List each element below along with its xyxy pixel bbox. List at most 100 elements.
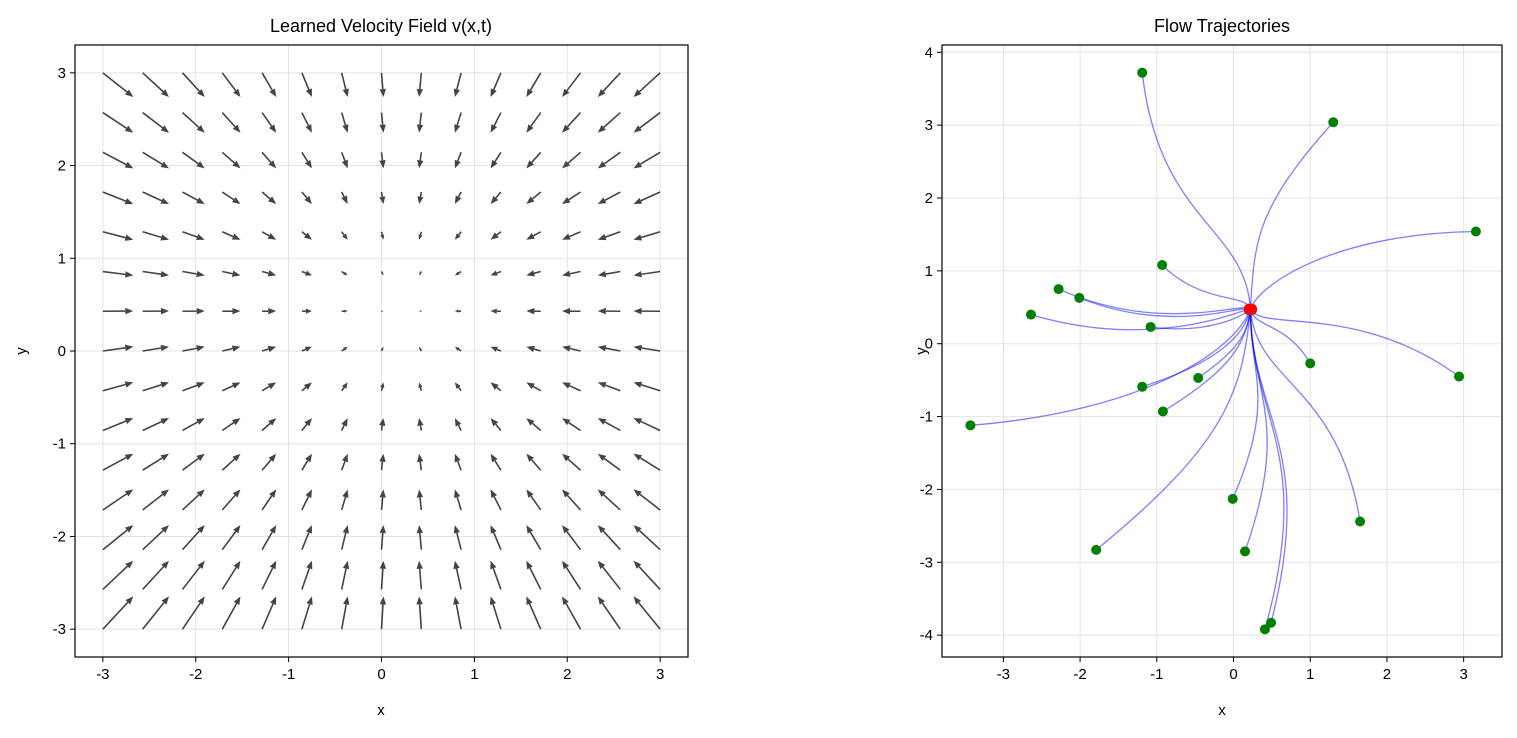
arrow-head [343, 596, 349, 604]
arrow-head [598, 345, 606, 351]
arrow-head [562, 382, 571, 388]
arrow-head [598, 418, 607, 425]
quiver-arrow [143, 113, 169, 133]
arrow-head [526, 270, 535, 276]
arrow-head [598, 382, 607, 388]
right-y-tick-label: 1 [925, 263, 933, 280]
arrow-head [161, 308, 169, 314]
arrow-shaft [222, 603, 236, 629]
quiver-arrow [143, 596, 169, 629]
quiver-arrow [454, 525, 461, 550]
quiver-arrow [491, 382, 501, 390]
quiver-arrow [454, 113, 461, 133]
arrow-shaft [262, 113, 272, 127]
start-point [1471, 227, 1481, 237]
quiver-arrow [598, 73, 621, 97]
arrow-shaft [382, 192, 383, 197]
quiver-arrow [380, 73, 386, 97]
arrow-head [417, 196, 423, 204]
quiver-arrow [526, 113, 540, 133]
quiver-arrow [491, 232, 501, 240]
arrow-shaft [420, 533, 421, 550]
quiver-arrow [103, 113, 133, 133]
quiver-arrow [143, 454, 169, 470]
arrow-head [341, 195, 347, 204]
arrow-head [491, 525, 497, 534]
arrow-head [455, 418, 461, 427]
arrow-head [232, 197, 240, 204]
arrow-head [454, 88, 460, 97]
quiver-arrow [634, 113, 661, 133]
arrow-shaft [222, 232, 233, 237]
arrow-head [160, 418, 169, 424]
quiver-arrow [182, 73, 204, 97]
arrow-shaft [532, 192, 540, 199]
arrow-head [306, 489, 312, 498]
quiver-arrow [182, 382, 204, 391]
quiver-arrow [222, 454, 240, 470]
quiver-arrow [491, 454, 501, 470]
arrow-head [125, 454, 134, 461]
arrow-head [306, 88, 312, 97]
arrow-shaft [342, 461, 345, 470]
arrow-shaft [457, 497, 461, 510]
quiver-arrow [562, 561, 580, 590]
arrow-head [416, 596, 422, 604]
quiver-arrow [455, 232, 461, 240]
start-point [1240, 546, 1250, 556]
quiver-arrow [562, 73, 580, 97]
quiver-arrow [302, 232, 312, 240]
trajectory-line [1250, 309, 1310, 364]
start-point [1091, 545, 1101, 555]
end-point [1245, 305, 1255, 315]
arrow-shaft [604, 113, 621, 128]
arrow-shaft [143, 272, 161, 275]
left-x-tick-label: 1 [470, 666, 478, 683]
quiver-arrow [182, 561, 204, 590]
quiver-arrow [418, 232, 422, 240]
arrow-shaft [302, 461, 308, 471]
quiver-arrow [491, 192, 501, 204]
quiver-arrow [416, 596, 422, 629]
arrow-shaft [605, 232, 620, 237]
arrow-head [454, 525, 460, 534]
start-point [1137, 68, 1147, 78]
arrow-head [490, 596, 496, 605]
arrow-shaft [182, 603, 200, 629]
arrow-head [343, 561, 349, 569]
arrow-shaft [567, 495, 580, 510]
arrow-head [233, 561, 240, 569]
quiver-arrow [302, 309, 312, 314]
arrow-head [161, 454, 169, 461]
arrow-head [380, 596, 386, 604]
quiver-arrow [143, 418, 169, 430]
quiver-arrow [598, 232, 621, 240]
right-y-tick-label: 4 [925, 44, 933, 61]
arrow-shaft [493, 604, 501, 629]
quiver-arrow [342, 454, 348, 470]
arrow-head [125, 271, 133, 277]
quiver-arrow [341, 418, 347, 430]
quiver-arrow [455, 272, 461, 276]
arrow-head [269, 489, 276, 497]
quiver-arrow [562, 308, 580, 314]
arrow-head [306, 124, 312, 133]
arrow-shaft [530, 604, 541, 629]
right-x-tick-label: -1 [1150, 666, 1163, 683]
quiver-arrow [182, 192, 204, 204]
quiver-arrow [342, 489, 349, 510]
quiver-arrow [598, 454, 621, 470]
quiver-arrow [417, 489, 423, 510]
trajectory-line [1162, 265, 1250, 309]
arrow-shaft [262, 272, 268, 274]
quiver-arrow [103, 308, 133, 314]
quiver-arrow [634, 525, 661, 550]
quiver-arrow [419, 311, 421, 312]
arrow-head [455, 310, 459, 313]
arrow-shaft [103, 494, 127, 510]
left-x-tick-label: 3 [656, 666, 664, 683]
arrow-shaft [458, 461, 461, 470]
start-point [1157, 260, 1167, 270]
arrow-head [418, 382, 422, 388]
arrow-head [197, 308, 205, 314]
